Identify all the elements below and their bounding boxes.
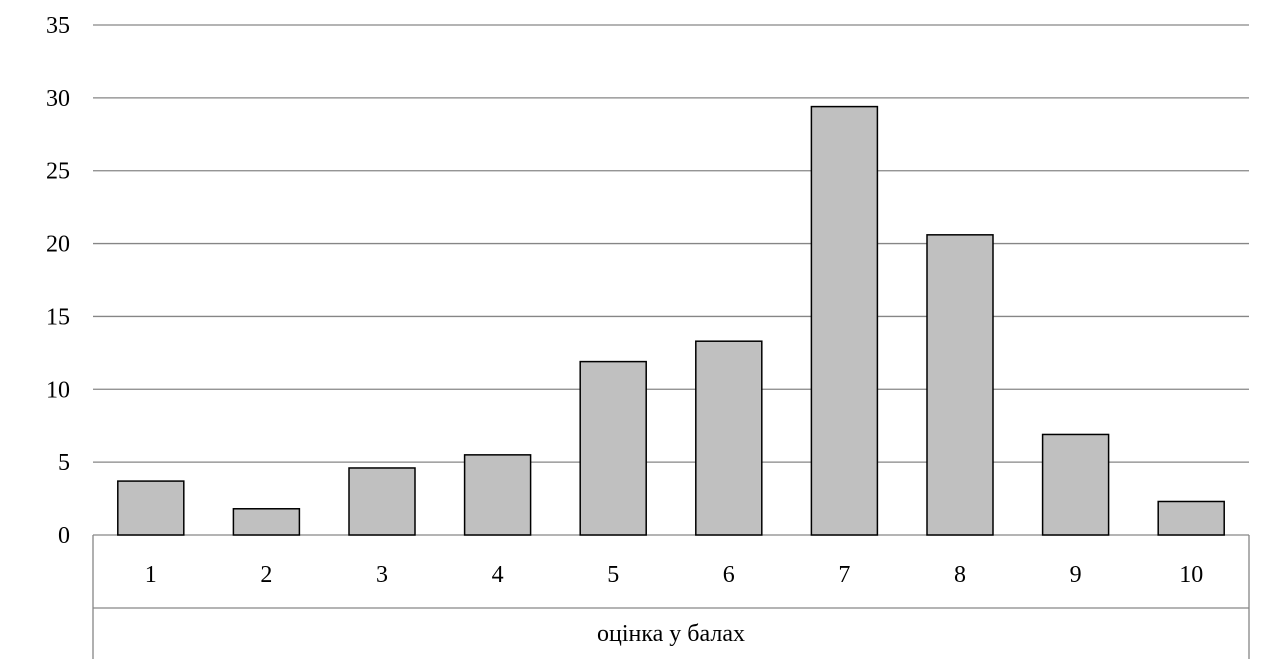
x-category-label: 4: [492, 562, 504, 588]
y-tick-label: 0: [58, 523, 70, 549]
bars: [117, 105, 1225, 536]
bar-6: [695, 340, 763, 536]
bar-2: [232, 508, 301, 536]
y-tick-label: 25: [46, 159, 70, 185]
y-tick-label: 30: [46, 86, 70, 112]
x-category-label: 1: [145, 562, 157, 588]
bar-3: [348, 467, 416, 536]
y-tick-label: 20: [46, 232, 70, 258]
y-tick-label: 10: [46, 377, 70, 403]
x-category-label: 6: [723, 562, 735, 588]
x-axis-categories: 1 2 3 4 5 6 7 8 9 10: [145, 562, 1203, 588]
y-tick-label: 5: [58, 450, 70, 476]
x-category-label: 7: [838, 562, 850, 588]
x-category-label: 2: [260, 562, 272, 588]
y-axis-ticks: 0 5 10 15 20 25 30 35: [46, 13, 70, 549]
gridlines: [93, 24, 1249, 463]
x-category-label: 3: [376, 562, 388, 588]
bar-5: [579, 360, 647, 536]
y-tick-label: 15: [46, 304, 70, 330]
bar-8: [926, 234, 994, 536]
bar-1: [117, 480, 185, 536]
y-tick-label: 35: [46, 13, 70, 39]
bar-4: [463, 454, 532, 536]
x-category-label: 5: [607, 562, 619, 588]
bar-9: [1041, 433, 1110, 536]
x-category-label: 10: [1179, 562, 1203, 588]
x-axis-title: оцінка у балах: [597, 621, 745, 647]
x-category-label: 8: [954, 562, 966, 588]
bar-10: [1157, 500, 1225, 536]
bar-7: [810, 105, 879, 536]
x-category-label: 9: [1070, 562, 1082, 588]
